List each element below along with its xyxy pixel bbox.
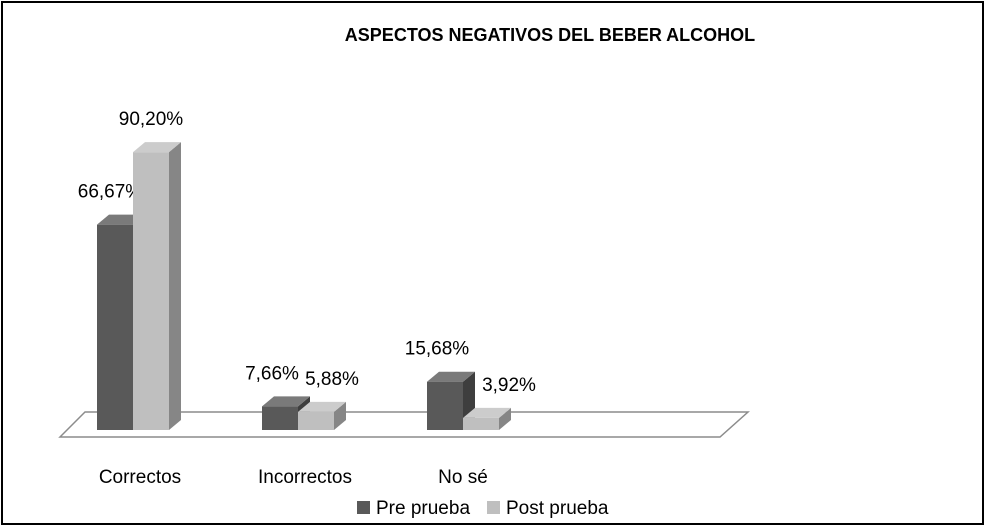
x-tick-label: Incorrectos (258, 467, 352, 488)
bar-top (463, 407, 511, 418)
legend-swatch (487, 501, 500, 514)
data-label: 5,88% (305, 369, 359, 390)
data-label: 7,66% (245, 363, 299, 384)
bar-side (499, 407, 511, 430)
data-label: 66,67% (78, 182, 143, 203)
bar (427, 381, 463, 430)
bar-top (133, 142, 181, 153)
chart-title: ASPECTOS NEGATIVOS DEL BEBER ALCOHOL (345, 25, 755, 45)
bar-top (427, 371, 475, 382)
x-tick-label: Correctos (99, 467, 181, 488)
bar (133, 152, 169, 430)
legend-label: Pre prueba (376, 498, 470, 519)
bar (97, 224, 133, 430)
bar-top (262, 396, 310, 407)
legend-swatch (357, 501, 370, 514)
floor (58, 411, 750, 438)
bar (298, 411, 334, 430)
bar-top (298, 401, 346, 412)
bar (262, 406, 298, 430)
legend-label: Post prueba (506, 498, 609, 519)
bar (463, 417, 499, 430)
data-label: 3,92% (482, 375, 536, 396)
x-tick-label: No sé (438, 467, 488, 488)
bar-side (334, 401, 346, 430)
bar-side (169, 142, 181, 430)
data-label: 15,68% (405, 339, 470, 360)
data-label: 90,20% (119, 109, 184, 130)
